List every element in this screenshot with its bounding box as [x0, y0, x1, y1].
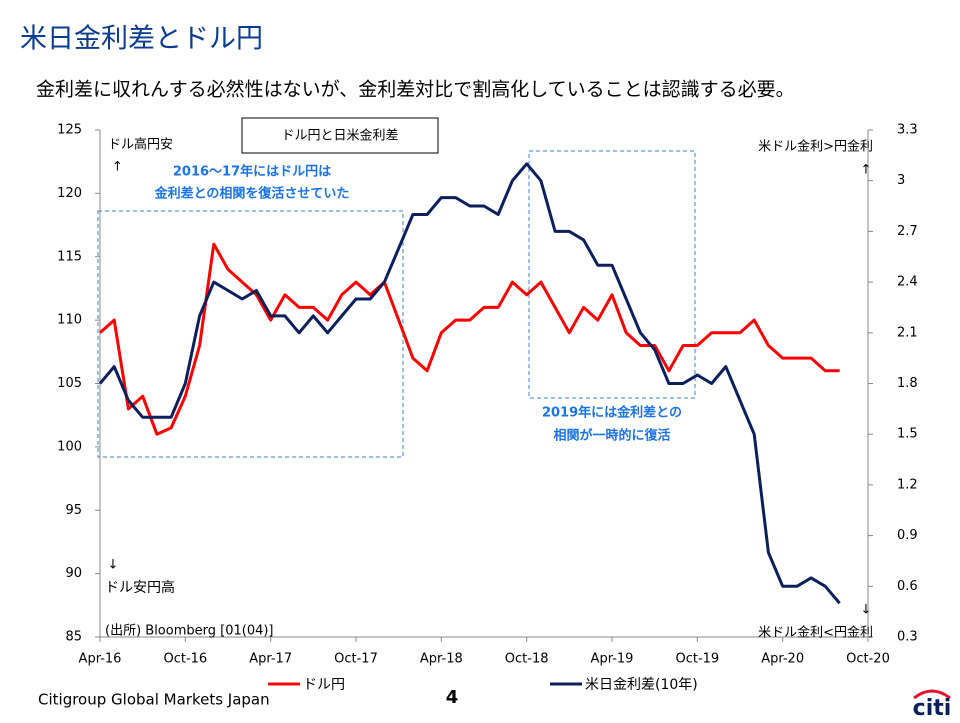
- logo: citi: [913, 696, 952, 719]
- y-tick-label: 120: [57, 186, 82, 201]
- y2-tick-label: 1.8: [897, 376, 918, 391]
- annotation: ↑: [112, 160, 123, 175]
- y2-tick-label: 0.3: [897, 630, 918, 645]
- series-line: [98, 162, 841, 605]
- slide-subtitle: 金利差に収れんする必然性はないが、金利差対比で割高化していることは認識する必要。: [36, 79, 795, 101]
- y2-tick-label: 1.5: [897, 427, 918, 442]
- x-tick-label: Oct-20: [846, 652, 890, 667]
- legend-label: ドル円: [303, 677, 345, 693]
- y2-tick-label: 3: [897, 173, 905, 188]
- y-tick-label: 105: [57, 376, 82, 391]
- x-tick-label: Apr-18: [420, 652, 463, 667]
- annotation: ドル安円高: [105, 579, 175, 596]
- annotation: 2016〜17年にはドル円は: [173, 164, 331, 180]
- y-tick-label: 125: [57, 123, 82, 138]
- y-tick-label: 95: [65, 503, 82, 518]
- y-tick-label: 115: [57, 249, 82, 264]
- x-tick-label: Oct-16: [163, 652, 207, 667]
- x-tick-label: Apr-20: [761, 652, 804, 667]
- plot: 85 90 95 100 105 110 115 120 125 0.3 0.6 0.9 1.2 1.5 1…: [57, 123, 918, 694]
- annotation: 米ドル金利>円金利: [758, 139, 873, 155]
- y-tick-label: 110: [57, 313, 82, 328]
- page-number: 4: [446, 687, 459, 708]
- y2-tick-label: 2.7: [897, 224, 918, 239]
- highlight-box: [97, 210, 404, 458]
- y2-tick-label: 0.6: [897, 579, 918, 594]
- logo-arc: [913, 689, 951, 700]
- y-tick-label: 90: [65, 566, 82, 581]
- y2-tick-label: 0.9: [897, 528, 918, 543]
- footer-company: Citigroup Global Markets Japan: [38, 691, 270, 709]
- annotation: ↓: [108, 558, 119, 573]
- legend-label: 米日金利差(10年): [585, 677, 698, 693]
- x-tick-label: Apr-19: [591, 652, 634, 667]
- y2-tick-label: 2.4: [897, 275, 918, 290]
- x-tick-label: Oct-17: [334, 652, 378, 667]
- annotation: 金利差との相関を復活させていた: [154, 186, 350, 202]
- x-tick-label: Oct-18: [505, 652, 549, 667]
- chart-title: ドル円と日米金利差: [281, 128, 398, 144]
- annotation: ↓: [861, 603, 872, 618]
- x-tick-label: Oct-19: [675, 652, 719, 667]
- chart-title-box: [241, 117, 439, 154]
- annotation: 2019年には金利差との: [542, 405, 682, 421]
- y2-tick-label: 3.3: [897, 123, 918, 138]
- x-tick-label: Apr-17: [249, 652, 292, 667]
- annotation: ↑: [861, 163, 872, 178]
- y2-tick-label: 2.1: [897, 325, 918, 340]
- y-tick-label: 100: [57, 439, 82, 454]
- series-line: [99, 242, 840, 436]
- y-tick-label: 85: [65, 630, 82, 645]
- annotation: 相関が一時的に復活: [553, 428, 670, 444]
- annotation: (出所) Bloomberg [01(04)]: [105, 624, 274, 639]
- y2-tick-label: 1.2: [897, 477, 918, 492]
- highlight-box: [528, 150, 696, 399]
- slide-title: 米日金利差とドル円: [20, 24, 263, 55]
- x-tick-label: Apr-16: [79, 652, 122, 667]
- annotation: 米ドル金利<円金利: [758, 625, 873, 641]
- annotation: ドル高円安: [108, 137, 173, 153]
